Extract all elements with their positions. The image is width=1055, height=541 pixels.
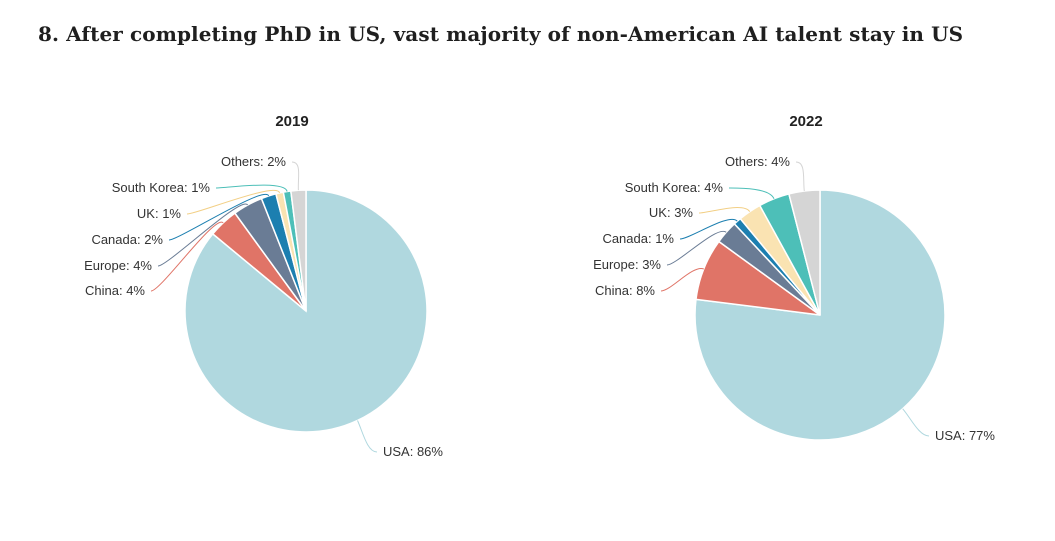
chart-title: 2022	[789, 113, 822, 130]
pie-slice-others	[289, 189, 307, 312]
slice-label-canada: Canada: 2%	[91, 232, 163, 247]
slice-label-uk: UK: 1%	[137, 206, 182, 221]
slice-label-others: Others: 2%	[221, 154, 286, 169]
connector-uk	[186, 189, 281, 215]
connector-china	[150, 221, 224, 292]
connector-others	[291, 161, 300, 191]
slice-label-canada: Canada: 1%	[602, 231, 674, 246]
connector-south-korea	[215, 184, 288, 192]
slice-label-others: Others: 4%	[725, 154, 790, 169]
slice-label-usa: USA: 86%	[383, 444, 443, 459]
connector-canada	[679, 218, 738, 240]
slice-label-uk: UK: 3%	[649, 205, 694, 220]
slice-label-europe: Europe: 3%	[593, 257, 661, 272]
connector-china	[660, 268, 704, 292]
connector-south-korea	[728, 187, 775, 200]
slice-label-south-korea: South Korea: 1%	[112, 180, 211, 195]
slice-label-europe: Europe: 4%	[84, 258, 152, 273]
connector-uk	[698, 207, 751, 214]
slice-label-china: China: 4%	[85, 283, 145, 298]
pie-chart-2022: 2022 USA: 77% China: 8% Europe: 3% Canada: 1…	[593, 113, 995, 443]
chart-title: 2019	[275, 113, 308, 130]
connector-europe	[157, 203, 249, 267]
slice-label-usa: USA: 77%	[935, 428, 995, 443]
connector-others	[795, 161, 805, 192]
connector-europe	[666, 230, 727, 266]
slice-label-south-korea: South Korea: 4%	[625, 180, 724, 195]
connector-usa	[902, 408, 930, 437]
pie-chart-2019: 2019 USA: 86% China: 4% Europe: 4% Canada: 2…	[84, 113, 443, 459]
slice-label-china: China: 8%	[595, 283, 655, 298]
connector-usa	[357, 420, 378, 453]
page-title: 8. After completing PhD in US, vast majo…	[38, 22, 964, 46]
connector-canada	[168, 193, 270, 241]
